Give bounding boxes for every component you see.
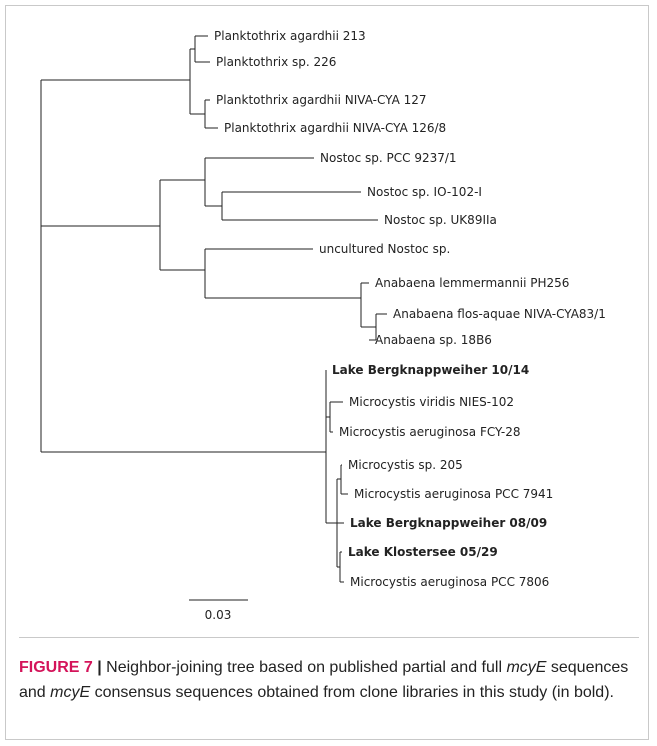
figure-label: FIGURE 7	[19, 659, 93, 676]
figure-caption: FIGURE 7 | Neighbor-joining tree based o…	[19, 655, 631, 705]
taxon-label: Planktothrix agardhii 213	[214, 29, 366, 43]
taxon-label: Planktothrix agardhii NIVA-CYA 126/8	[224, 121, 446, 135]
taxon-label: Planktothrix sp. 226	[216, 55, 336, 69]
caption-divider	[19, 637, 639, 638]
caption-separator: |	[92, 659, 107, 676]
taxon-label: Lake Bergknappweiher 10/14	[332, 363, 529, 377]
caption-gene-1: mcyE	[506, 659, 547, 676]
caption-text-3: consensus sequences obtained from clone …	[90, 684, 614, 701]
phylogenetic-tree: Planktothrix agardhii 213 Planktothrix sp…	[40, 29, 606, 622]
taxon-label: Anabaena lemmermannii PH256	[375, 276, 569, 290]
taxon-label: Microcystis aeruginosa PCC 7806	[350, 575, 549, 589]
taxon-label: uncultured Nostoc sp.	[319, 242, 450, 256]
taxon-label: Lake Bergknappweiher 08/09	[350, 516, 547, 530]
taxon-label: Anabaena sp. 18B6	[375, 333, 492, 347]
taxon-label: Microcystis viridis NIES-102	[349, 395, 514, 409]
taxon-label: Lake Klostersee 05/29	[348, 545, 498, 559]
caption-gene-2: mcyE	[50, 684, 91, 701]
caption-text-2: sequences and	[19, 659, 629, 701]
taxon-label: Nostoc sp. IO-102-I	[367, 185, 482, 199]
figure-frame	[5, 5, 649, 740]
taxon-label: Nostoc sp. UK89IIa	[384, 213, 497, 227]
caption-text-1: Neighbor-joining tree based on published…	[106, 659, 507, 676]
taxon-label: Anabaena flos-aquae NIVA-CYA83/1	[393, 307, 606, 321]
scale-bar-label: 0.03	[205, 608, 232, 622]
taxon-label: Microcystis aeruginosa PCC 7941	[354, 487, 553, 501]
taxon-label: Microcystis aeruginosa FCY-28	[339, 425, 521, 439]
taxon-label: Planktothrix agardhii NIVA-CYA 127	[216, 93, 427, 107]
taxon-label: Nostoc sp. PCC 9237/1	[320, 151, 457, 165]
taxon-label: Microcystis sp. 205	[348, 458, 463, 472]
